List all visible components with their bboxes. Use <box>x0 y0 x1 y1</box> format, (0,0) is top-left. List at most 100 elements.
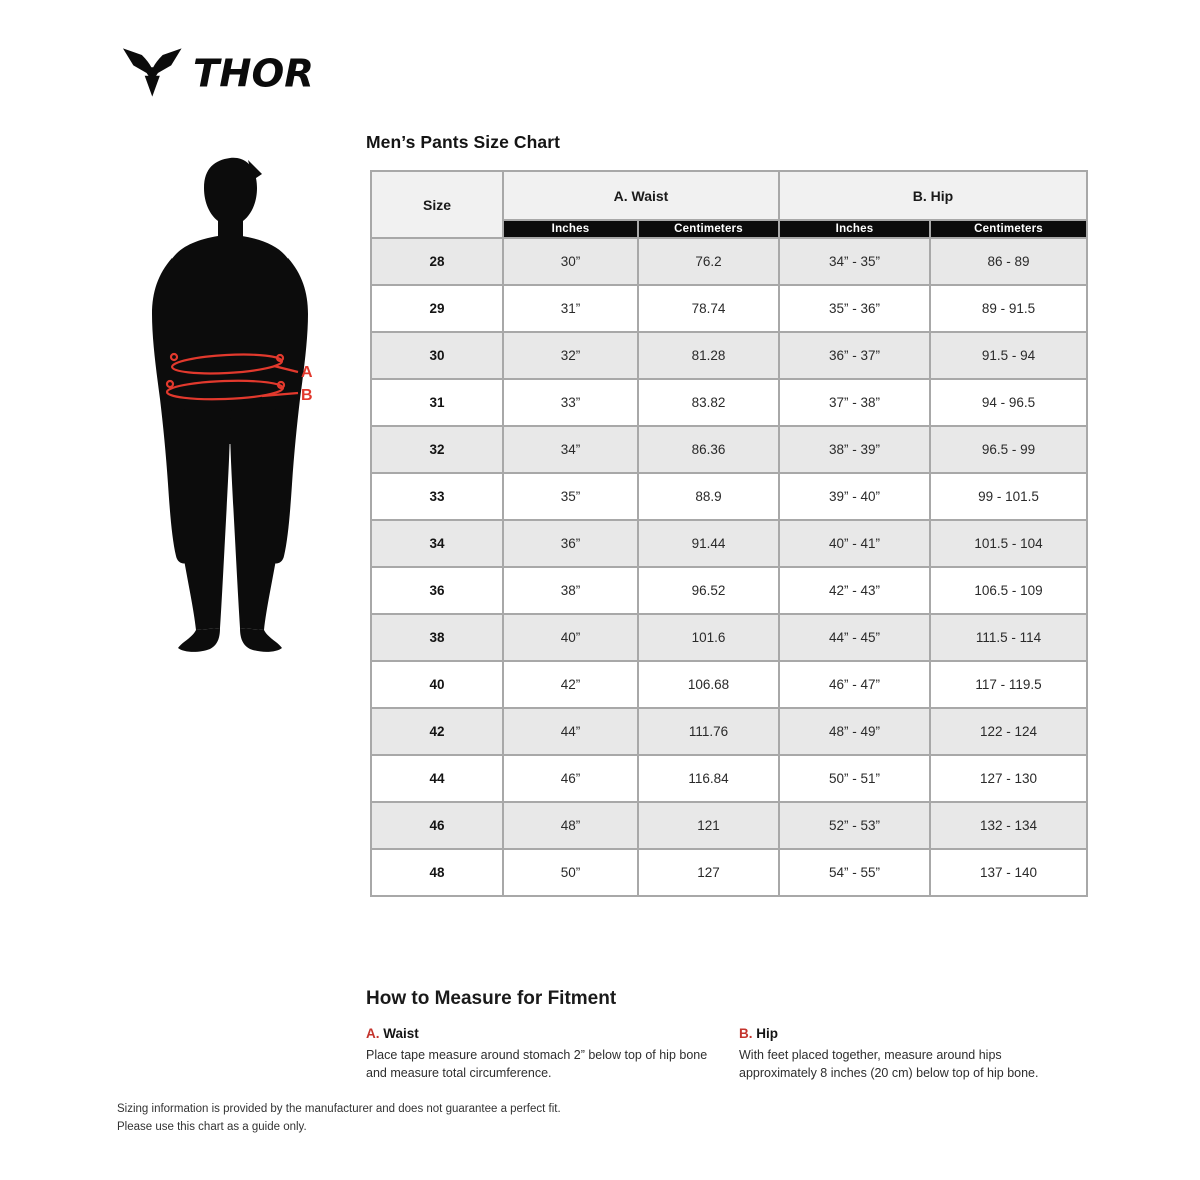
waist-instruction: A. Waist Place tape measure around stoma… <box>366 1026 726 1082</box>
hip-label-b: B <box>301 387 312 404</box>
hip-inches-cell: 48” - 49” <box>778 707 931 756</box>
table-row: 44 46” 116.84 50” - 51” 127 - 130 <box>370 754 1089 803</box>
size-cell: 40 <box>370 660 504 709</box>
waist-name: Waist <box>383 1026 419 1041</box>
hip-centimeters-cell: 96.5 - 99 <box>928 425 1089 474</box>
hip-centimeters-cell: 127 - 130 <box>928 754 1089 803</box>
waist-inches-cell: 34” <box>502 425 639 474</box>
waist-centimeters-header: Centimeters <box>637 219 780 239</box>
size-cell: 32 <box>370 425 504 474</box>
waist-inches-cell: 30” <box>502 237 639 286</box>
disclaimer-line-2: Please use this chart as a guide only. <box>117 1120 307 1133</box>
hip-inches-cell: 46” - 47” <box>778 660 931 709</box>
hip-inches-cell: 36” - 37” <box>778 331 931 380</box>
hip-pointer-line <box>261 391 299 398</box>
disclaimer-line-1: Sizing information is provided by the ma… <box>117 1103 561 1115</box>
hip-inches-cell: 44” - 45” <box>778 613 931 662</box>
waist-centimeters-cell: 83.82 <box>637 378 780 427</box>
size-cell: 31 <box>370 378 504 427</box>
hip-inches-cell: 39” - 40” <box>778 472 931 521</box>
hip-inches-cell: 40” - 41” <box>778 519 931 568</box>
hip-inches-cell: 37” - 38” <box>778 378 931 427</box>
how-to-measure-columns: A. Waist Place tape measure around stoma… <box>366 1026 1086 1082</box>
size-cell: 42 <box>370 707 504 756</box>
how-to-measure-title: How to Measure for Fitment <box>366 988 617 1009</box>
hip-centimeters-cell: 137 - 140 <box>928 848 1089 897</box>
hip-inches-cell: 34” - 35” <box>778 237 931 286</box>
size-column-header: Size <box>370 170 504 239</box>
waist-instruction-text: Place tape measure around stomach 2” bel… <box>366 1048 708 1081</box>
hip-inches-cell: 35” - 36” <box>778 284 931 333</box>
waist-group-header: A. Waist <box>502 170 780 221</box>
hip-centimeters-cell: 101.5 - 104 <box>928 519 1089 568</box>
body-measurement-diagram: A B <box>152 157 312 652</box>
table-row: 28 30” 76.2 34” - 35” 86 - 89 <box>370 237 1089 286</box>
size-chart-table: Size A. Waist B. Hip Inches Centimeters … <box>370 170 1089 897</box>
waist-inches-cell: 32” <box>502 331 639 380</box>
size-cell: 29 <box>370 284 504 333</box>
hip-inches-cell: 54” - 55” <box>778 848 931 897</box>
how-to-measure-section: How to Measure for Fitment A. Waist Plac… <box>366 988 1086 1082</box>
measurement-lines <box>165 352 299 401</box>
hip-inches-cell: 42” - 43” <box>778 566 931 615</box>
hip-inches-cell: 50” - 51” <box>778 754 931 803</box>
size-chart-rows: 28 30” 76.2 34” - 35” 86 - 89 29 31” 78.… <box>370 237 1089 897</box>
table-row: 48 50” 127 54” - 55” 137 - 140 <box>370 848 1089 897</box>
hip-centimeters-cell: 117 - 119.5 <box>928 660 1089 709</box>
hip-instruction-heading: B. Hip <box>739 1026 1086 1041</box>
hip-instruction-text: With feet placed together, measure aroun… <box>739 1048 1039 1081</box>
table-row: 46 48” 121 52” - 53” 132 - 134 <box>370 801 1089 850</box>
hip-group-header: B. Hip <box>777 170 1089 221</box>
waist-inches-cell: 44” <box>502 707 639 756</box>
table-row: 31 33” 83.82 37” - 38” 94 - 96.5 <box>370 378 1089 427</box>
thor-wordmark-text: THOR <box>193 51 314 96</box>
size-chart-table-container: Size A. Waist B. Hip Inches Centimeters … <box>370 170 1089 897</box>
waist-inches-cell: 36” <box>502 519 639 568</box>
waist-inches-cell: 50” <box>502 848 639 897</box>
size-cell: 30 <box>370 331 504 380</box>
waist-centimeters-cell: 88.9 <box>637 472 780 521</box>
waist-instruction-heading: A. Waist <box>366 1026 726 1041</box>
waist-centimeters-cell: 111.76 <box>637 707 780 756</box>
hip-centimeters-cell: 86 - 89 <box>928 237 1089 286</box>
size-cell: 44 <box>370 754 504 803</box>
waist-centimeters-cell: 76.2 <box>637 237 780 286</box>
page-title: Men’s Pants Size Chart <box>366 132 561 152</box>
waist-inches-cell: 42” <box>502 660 639 709</box>
hip-centimeters-cell: 111.5 - 114 <box>928 613 1089 662</box>
waist-centimeters-cell: 127 <box>637 848 780 897</box>
table-row: 40 42” 106.68 46” - 47” 117 - 119.5 <box>370 660 1089 709</box>
waist-inches-cell: 46” <box>502 754 639 803</box>
hip-centimeters-cell: 94 - 96.5 <box>928 378 1089 427</box>
waist-inches-cell: 35” <box>502 472 639 521</box>
hip-centimeters-header: Centimeters <box>928 219 1089 239</box>
waist-pointer-line <box>273 364 299 374</box>
table-row: 34 36” 91.44 40” - 41” 101.5 - 104 <box>370 519 1089 568</box>
brand-logo: THOR <box>122 44 337 100</box>
waist-centimeters-cell: 101.6 <box>637 613 780 662</box>
hip-instruction: B. Hip With feet placed together, measur… <box>726 1026 1086 1082</box>
table-row: 29 31” 78.74 35” - 36” 89 - 91.5 <box>370 284 1089 333</box>
size-cell: 46 <box>370 801 504 850</box>
thor-horns-icon <box>122 48 182 97</box>
table-row: 42 44” 111.76 48” - 49” 122 - 124 <box>370 707 1089 756</box>
hip-centimeters-cell: 106.5 - 109 <box>928 566 1089 615</box>
size-cell: 36 <box>370 566 504 615</box>
waist-centimeters-cell: 121 <box>637 801 780 850</box>
hip-letter: B. <box>739 1026 753 1041</box>
waist-inches-cell: 31” <box>502 284 639 333</box>
waist-inches-cell: 38” <box>502 566 639 615</box>
waist-inches-cell: 48” <box>502 801 639 850</box>
hip-centimeters-cell: 99 - 101.5 <box>928 472 1089 521</box>
waist-inches-header: Inches <box>502 219 639 239</box>
hip-centimeters-cell: 122 - 124 <box>928 707 1089 756</box>
table-row: 32 34” 86.36 38” - 39” 96.5 - 99 <box>370 425 1089 474</box>
waist-centimeters-cell: 86.36 <box>637 425 780 474</box>
waist-letter: A. <box>366 1026 380 1041</box>
hip-name: Hip <box>756 1026 779 1041</box>
hip-centimeters-cell: 91.5 - 94 <box>928 331 1089 380</box>
waist-inches-cell: 40” <box>502 613 639 662</box>
waist-centimeters-cell: 106.68 <box>637 660 780 709</box>
hip-inches-cell: 52” - 53” <box>778 801 931 850</box>
male-silhouette <box>152 157 308 652</box>
